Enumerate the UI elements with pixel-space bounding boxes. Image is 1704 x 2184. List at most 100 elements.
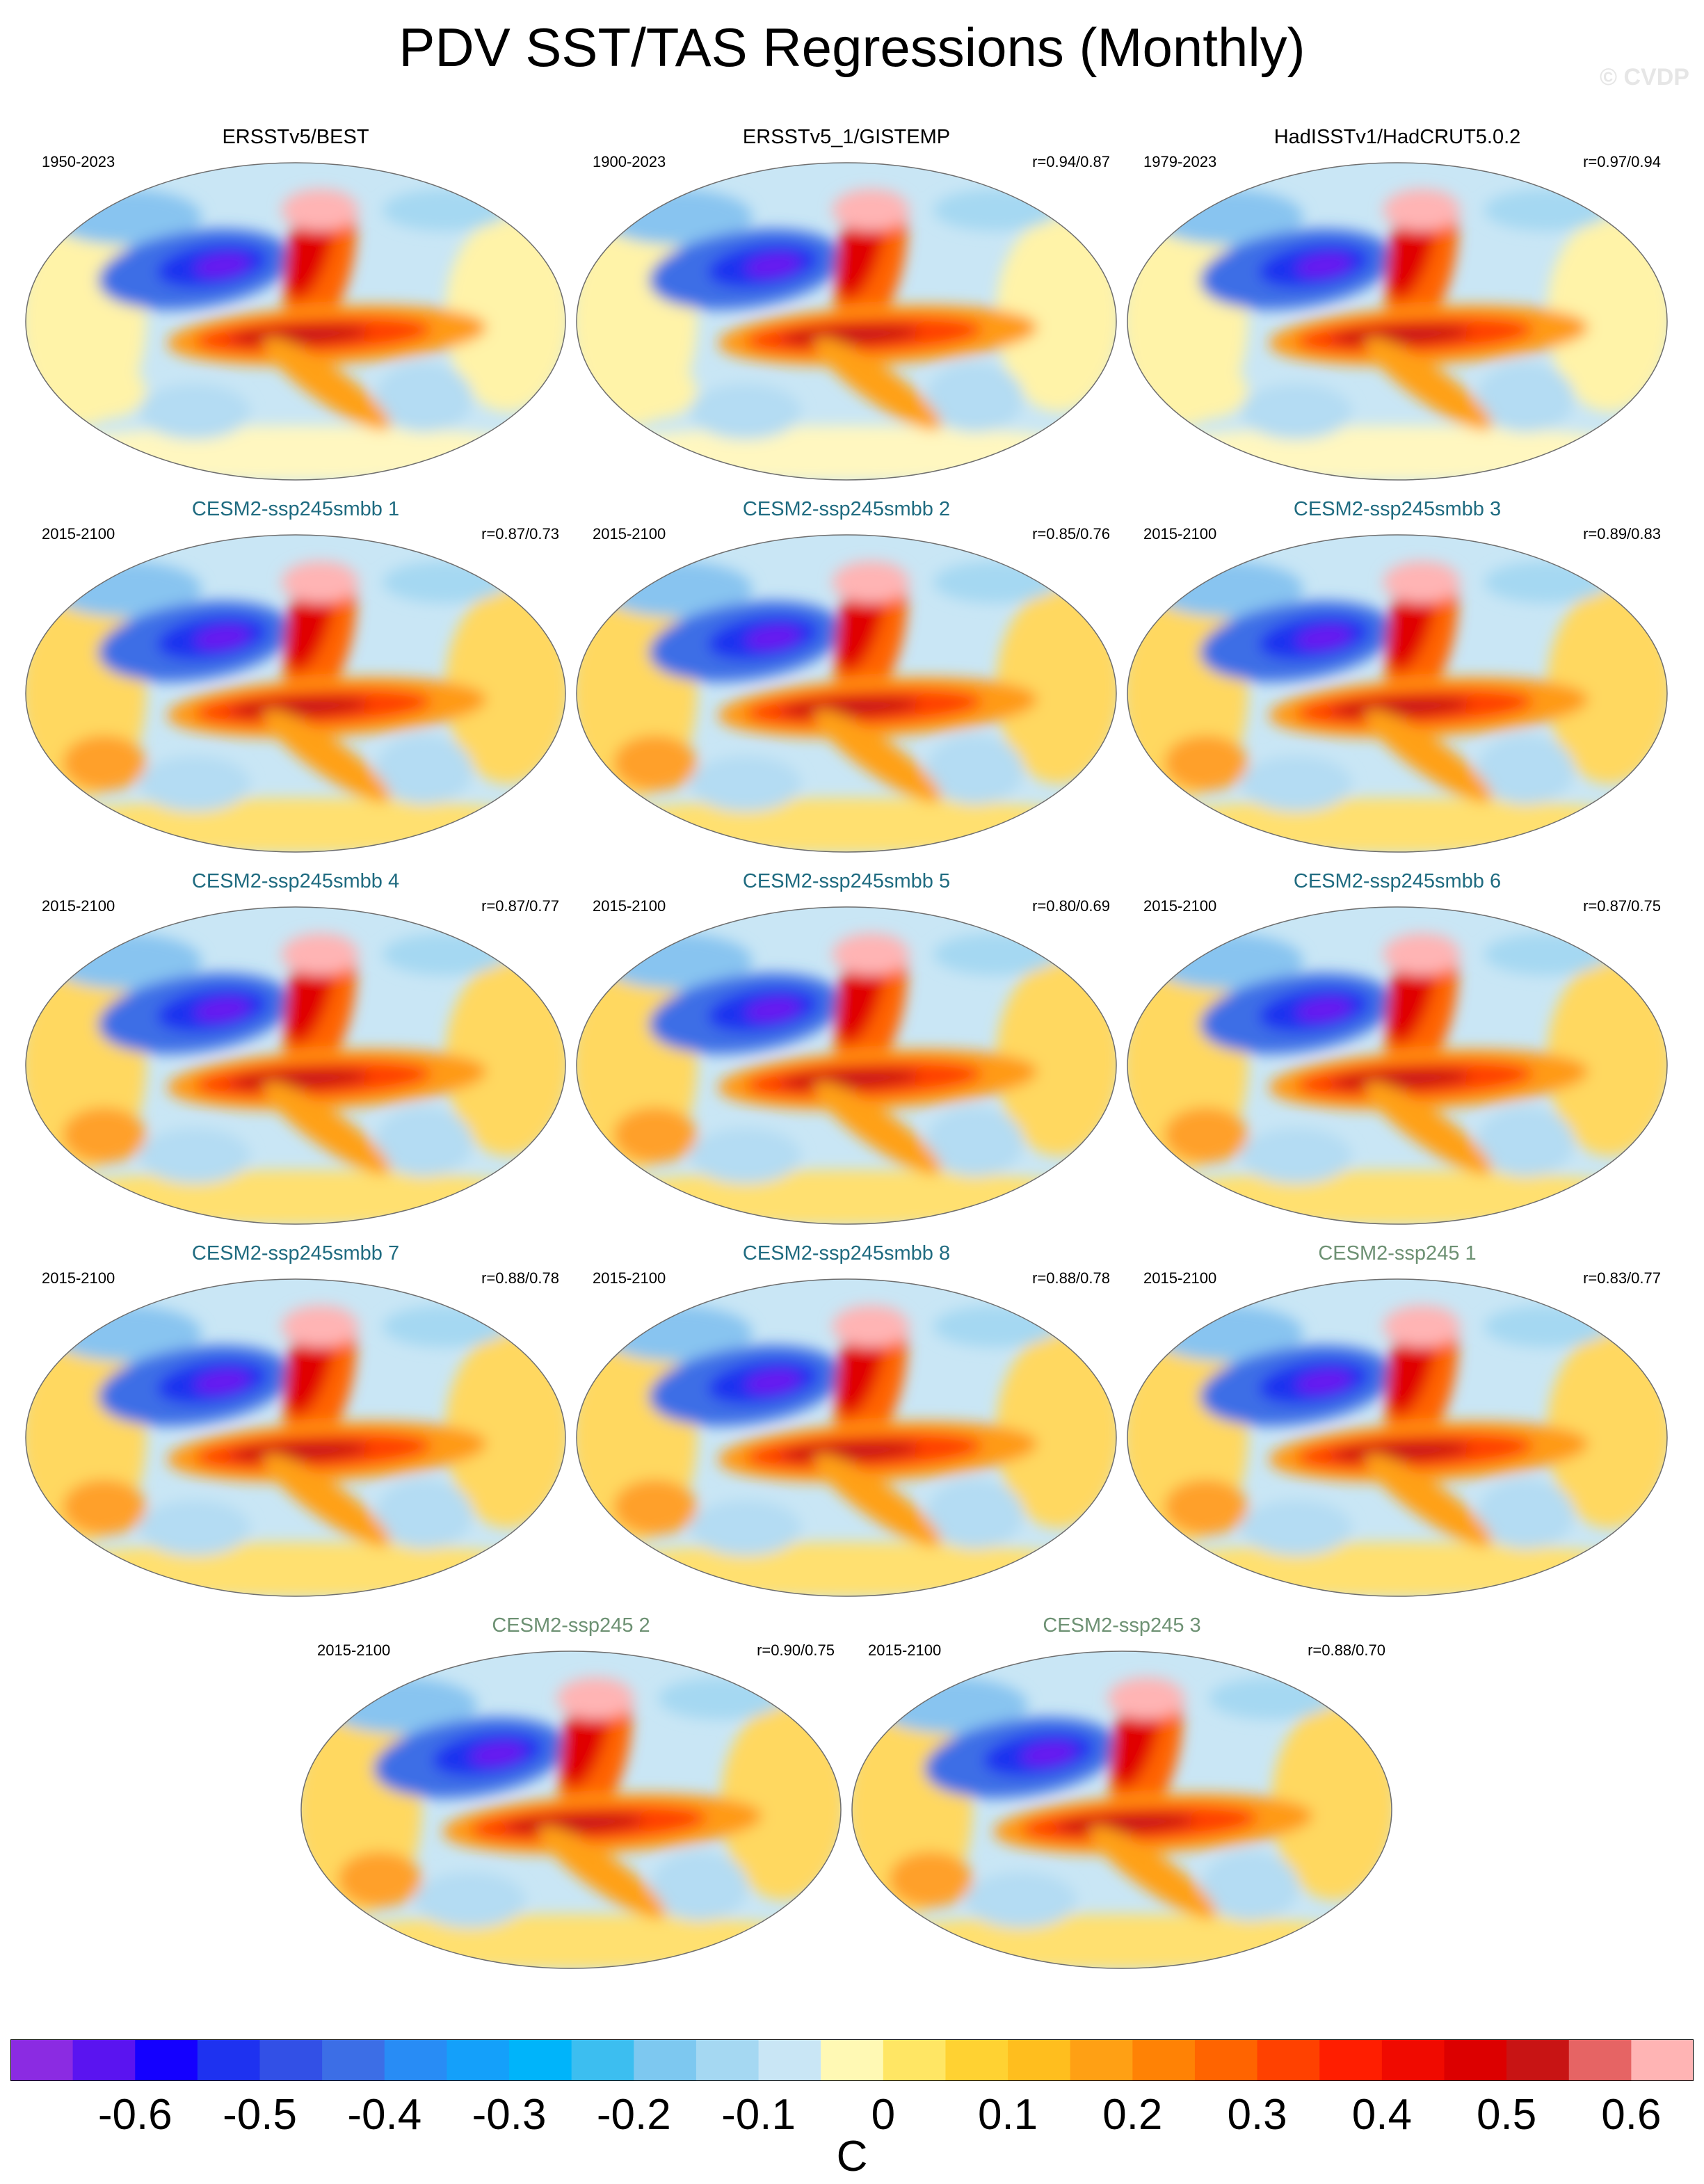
colorbar-swatch <box>634 2039 697 2081</box>
map-panel: CESM2-ssp245smbb 1 2015-2100 r=0.87/0.73 <box>21 497 570 869</box>
panel-title: ERSSTv5/BEST <box>222 126 369 148</box>
colorbar-swatch <box>259 2039 323 2081</box>
colorbar-swatch <box>571 2039 634 2081</box>
panel-period: 2015-2100 <box>868 1641 942 1659</box>
colorbar-swatch <box>447 2039 510 2081</box>
colorbar-swatch <box>696 2039 759 2081</box>
panel-period: 1950-2023 <box>42 153 115 170</box>
map-panel: CESM2-ssp245smbb 4 2015-2100 r=0.87/0.77 <box>21 869 570 1242</box>
map-panel: CESM2-ssp245smbb 7 2015-2100 r=0.88/0.78 <box>21 1242 570 1614</box>
panel-correlation: r=0.87/0.77 <box>481 897 559 915</box>
regression-map <box>576 162 1117 481</box>
panel-title: CESM2-ssp245smbb 3 <box>1293 498 1502 520</box>
colorbar-tick-label: -0.4 <box>347 2091 422 2139</box>
regression-map <box>1127 534 1668 853</box>
panel-period: 2015-2100 <box>1143 525 1217 543</box>
panel-title: CESM2-ssp245smbb 7 <box>191 1242 400 1264</box>
panel-correlation: r=0.90/0.75 <box>757 1641 835 1659</box>
colorbar-swatch <box>883 2039 947 2081</box>
panel-correlation: r=0.97/0.94 <box>1583 153 1661 170</box>
panel-title: CESM2-ssp245 3 <box>1043 1614 1201 1637</box>
panel-period: 2015-2100 <box>42 525 115 543</box>
colorbar-swatch <box>1132 2039 1196 2081</box>
panel-period: 2015-2100 <box>593 897 666 915</box>
colorbar-swatch <box>1070 2039 1133 2081</box>
colorbar <box>10 2039 1694 2081</box>
panel-title: CESM2-ssp245smbb 5 <box>742 870 951 892</box>
panel-period: 2015-2100 <box>1143 1269 1217 1287</box>
colorbar-unit: C <box>836 2133 868 2181</box>
panel-period: 2015-2100 <box>593 1269 666 1287</box>
map-panel: CESM2-ssp245smbb 2 2015-2100 r=0.85/0.76 <box>572 497 1121 869</box>
colorbar-tick-label: -0.5 <box>223 2091 297 2139</box>
panel-correlation: r=0.87/0.73 <box>481 525 559 543</box>
panel-period: 2015-2100 <box>1143 897 1217 915</box>
panel-correlation: r=0.80/0.69 <box>1032 897 1110 915</box>
map-panel: HadISSTv1/HadCRUT5.0.2 1979-2023 r=0.97/0.… <box>1123 125 1672 497</box>
colorbar-tick-label: 0.6 <box>1601 2091 1662 2139</box>
colorbar-swatch <box>758 2039 821 2081</box>
panel-period: 2015-2100 <box>593 525 666 543</box>
colorbar-swatch <box>945 2039 1008 2081</box>
colorbar-swatch <box>1568 2039 1632 2081</box>
colorbar-tick-label: -0.6 <box>97 2091 172 2139</box>
panel-title: CESM2-ssp245smbb 6 <box>1293 870 1502 892</box>
map-panel: CESM2-ssp245smbb 3 2015-2100 r=0.89/0.83 <box>1123 497 1672 869</box>
map-panel: ERSSTv5_1/GISTEMP 1900-2023 r=0.94/0.87 <box>572 125 1121 497</box>
map-panel: CESM2-ssp245smbb 8 2015-2100 r=0.88/0.78 <box>572 1242 1121 1614</box>
panel-correlation: r=0.89/0.83 <box>1583 525 1661 543</box>
regression-map <box>576 534 1117 853</box>
regression-map <box>576 1278 1117 1597</box>
colorbar-swatch <box>135 2039 198 2081</box>
regression-map <box>1127 906 1668 1225</box>
regression-map <box>25 534 566 853</box>
regression-map <box>300 1651 842 1969</box>
map-panel: CESM2-ssp245 1 2015-2100 r=0.83/0.77 <box>1123 1242 1672 1614</box>
colorbar-swatch <box>1631 2039 1694 2081</box>
panel-title: CESM2-ssp245 2 <box>492 1614 650 1637</box>
regression-map <box>25 906 566 1225</box>
colorbar-tick-label: -0.2 <box>596 2091 671 2139</box>
regression-map <box>576 906 1117 1225</box>
map-panel: CESM2-ssp245 3 2015-2100 r=0.88/0.70 <box>847 1614 1397 1986</box>
colorbar-tick-label: -0.1 <box>721 2091 796 2139</box>
colorbar-swatch <box>1319 2039 1383 2081</box>
colorbar-swatch <box>1444 2039 1507 2081</box>
map-panel: CESM2-ssp245 2 2015-2100 r=0.90/0.75 <box>296 1614 846 1986</box>
panel-correlation: r=0.87/0.75 <box>1583 897 1661 915</box>
panel-period: 1979-2023 <box>1143 153 1217 170</box>
map-panel: ERSSTv5/BEST 1950-2023 <box>21 125 570 497</box>
watermark: © CVDP <box>1600 64 1689 90</box>
panel-period: 1900-2023 <box>593 153 666 170</box>
colorbar-tick-label: 0.5 <box>1477 2091 1537 2139</box>
panel-correlation: r=0.83/0.77 <box>1583 1269 1661 1287</box>
panel-title: CESM2-ssp245smbb 1 <box>191 498 400 520</box>
colorbar-tick-label: 0.1 <box>977 2091 1038 2139</box>
colorbar-tick-label: 0.2 <box>1102 2091 1163 2139</box>
panel-correlation: r=0.94/0.87 <box>1032 153 1110 170</box>
colorbar-swatch <box>10 2039 74 2081</box>
panel-correlation: r=0.88/0.78 <box>481 1269 559 1287</box>
colorbar-swatch <box>384 2039 448 2081</box>
colorbar-tick-label: -0.3 <box>472 2091 547 2139</box>
colorbar-swatch <box>72 2039 136 2081</box>
regression-map <box>1127 162 1668 481</box>
panel-correlation: r=0.85/0.76 <box>1032 525 1110 543</box>
regression-map <box>1127 1278 1668 1597</box>
colorbar-swatch <box>509 2039 572 2081</box>
panel-period: 2015-2100 <box>42 897 115 915</box>
panel-title: HadISSTv1/HadCRUT5.0.2 <box>1273 126 1521 148</box>
panel-title: CESM2-ssp245smbb 4 <box>191 870 400 892</box>
colorbar-tick-label: 0 <box>871 2091 896 2139</box>
panel-title: CESM2-ssp245 1 <box>1318 1242 1477 1264</box>
colorbar-tick-label: 0.3 <box>1227 2091 1287 2139</box>
panel-correlation: r=0.88/0.78 <box>1032 1269 1110 1287</box>
colorbar-swatch <box>1194 2039 1258 2081</box>
colorbar-swatch <box>1381 2039 1445 2081</box>
panel-title: ERSSTv5_1/GISTEMP <box>742 126 951 148</box>
regression-map <box>25 162 566 481</box>
regression-map <box>851 1651 1392 1969</box>
colorbar-swatch <box>1257 2039 1320 2081</box>
colorbar-swatch <box>322 2039 385 2081</box>
map-panel: CESM2-ssp245smbb 5 2015-2100 r=0.80/0.69 <box>572 869 1121 1242</box>
